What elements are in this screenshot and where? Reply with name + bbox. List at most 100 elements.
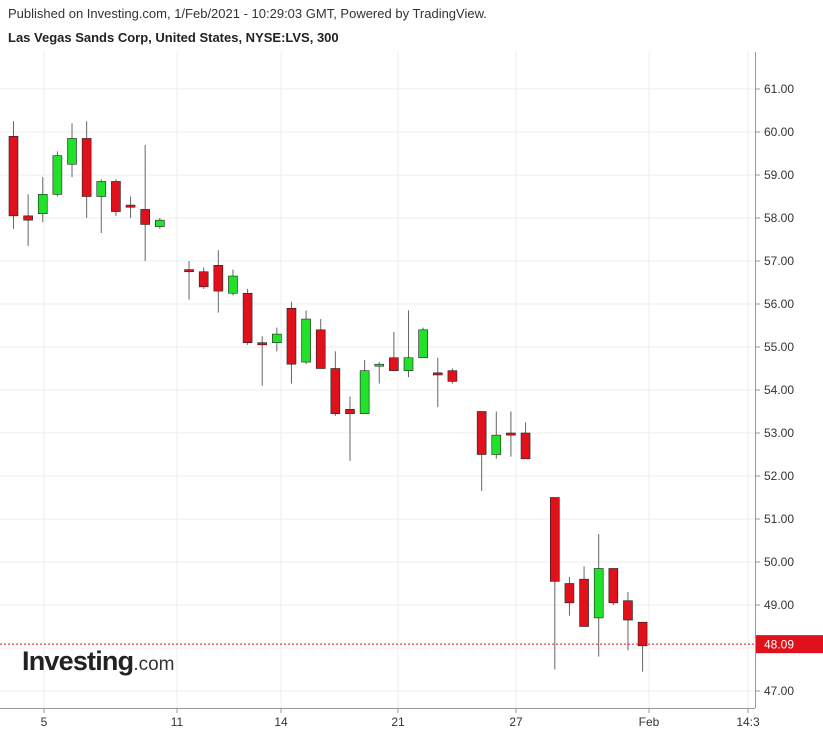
candle [37,177,48,223]
candle-body-up [228,275,238,294]
candle-body-down [623,600,633,621]
candle [286,301,297,384]
candle [564,577,575,616]
candle [447,368,458,384]
candle [608,568,619,605]
candle [111,179,121,216]
candle [155,218,165,229]
candle [140,144,150,261]
candle-body-down [315,329,326,369]
y-tick-label: 59.00 [764,168,794,182]
candle-body-up [67,138,77,165]
x-tick-label: Feb [639,715,660,729]
x-tick-label: 5 [41,715,48,729]
candle-body-down [125,204,136,208]
symbol-title: Las Vegas Sands Corp, United States, NYS… [8,30,339,45]
candle-body-up [403,357,414,371]
candle [125,196,136,218]
x-tick-label: 27 [509,715,523,729]
y-tick-label: 56.00 [764,297,794,311]
candle-body-up [96,181,107,197]
candle-body-down [432,372,443,376]
candle [623,592,633,651]
candle-body-down [330,368,341,414]
candle [550,497,560,670]
candle-body-up [418,329,428,359]
candle [593,534,604,657]
y-tick-label: 57.00 [764,254,794,268]
candle [374,362,385,384]
candle-body-down [389,357,399,371]
candle [315,319,326,369]
candle-body-down [564,583,575,604]
candle [8,121,19,229]
candle [96,179,107,234]
candle-body-down [286,307,297,365]
candle [403,310,414,378]
candle-body-down [345,409,355,414]
candle-body-up [301,318,311,363]
candle [476,411,487,492]
candle [520,422,531,460]
candle-body-down [257,342,268,346]
candle [198,267,209,289]
candle [432,357,443,408]
candle [506,411,516,457]
y-tick-label: 61.00 [764,82,794,96]
candle-body-down [140,209,150,225]
candle [330,351,341,416]
candle-body-down [184,269,194,273]
investing-logo: Investing.com [22,646,175,676]
candle-body-down [81,138,92,197]
candle-body-up [374,363,385,367]
y-tick-label: 50.00 [764,555,794,569]
y-tick-label: 52.00 [764,469,794,483]
candle-body-up [52,155,63,195]
candle [637,621,648,672]
candle [228,269,238,296]
x-tick-label: 21 [391,715,405,729]
candle-body-down [198,271,209,288]
candle-body-down [242,292,253,344]
gridlines [0,52,755,708]
last-price-label: 48.09 [764,638,794,652]
candle-body-down [447,370,458,382]
candle-body-down [23,215,33,221]
y-tick-label: 53.00 [764,426,794,440]
candle [345,396,355,461]
candle-body-down [550,497,560,582]
candle-body-up [272,333,282,344]
y-tick-label: 58.00 [764,211,794,225]
candle [23,194,33,246]
last-price-badge [756,635,823,654]
x-tick-label: 11 [171,715,184,729]
y-tick-label: 51.00 [764,512,794,526]
candle [213,250,224,313]
x-tick-label: 14 [274,715,288,729]
candle [579,566,589,627]
candle [257,336,268,386]
candle-body-down [579,578,589,627]
y-tick-label: 60.00 [764,125,794,139]
candle [491,411,502,459]
published-caption: Published on Investing.com, 1/Feb/2021 -… [8,6,487,21]
candle [301,310,311,365]
candle-body-up [593,568,604,619]
candle [272,327,282,352]
candle-body-up [37,194,48,215]
candle [418,327,428,359]
candle [389,331,399,371]
candle-body-down [520,432,531,460]
candle-body-down [637,621,648,647]
candle [67,123,77,178]
candle [52,151,63,197]
candle-body-up [491,434,502,455]
candle [184,261,194,300]
candle-body-down [608,568,619,604]
x-tick-label: 14:3 [736,715,760,729]
y-tick-label: 55.00 [764,340,794,354]
last-price-marker: 48.09 [0,635,823,654]
candle-body-down [476,411,487,455]
y-tick-label: 47.00 [764,684,794,698]
